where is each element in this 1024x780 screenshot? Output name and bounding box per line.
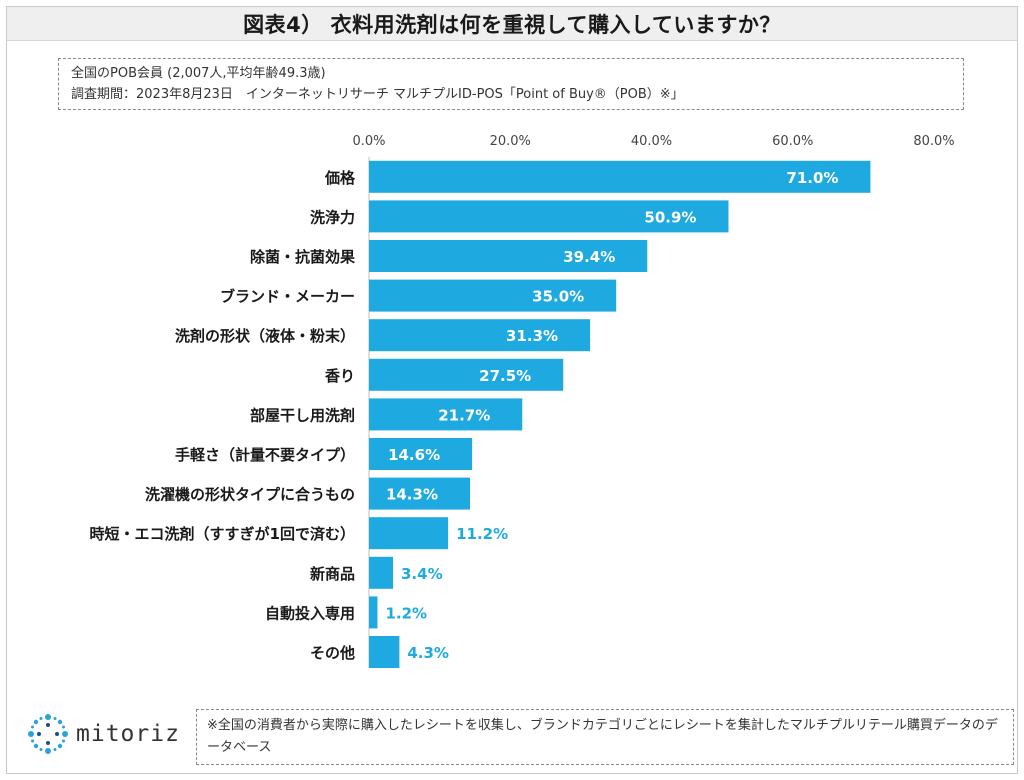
bar <box>369 398 523 431</box>
x-tick-label: 20.0% <box>490 134 531 149</box>
category-label: 手軽さ（計量不要タイプ） <box>175 446 355 464</box>
x-tick-label: 60.0% <box>772 134 813 149</box>
footer-note: ※全国の消費者から実際に購入したレシートを収集し、ブランドカテゴリごとにレシート… <box>196 709 1014 765</box>
data-label: 39.4% <box>563 248 615 266</box>
brand-logo: mitoriz <box>28 714 180 754</box>
data-label: 31.3% <box>506 327 558 345</box>
data-label: 14.6% <box>388 446 440 464</box>
data-label: 21.7% <box>438 406 490 424</box>
bar <box>369 517 449 550</box>
bar <box>369 240 648 272</box>
bar <box>369 358 564 391</box>
category-label: 価格 <box>324 169 356 187</box>
category-label: ブランド・メーカー <box>220 288 355 306</box>
category-label: 時短・エコ洗剤（すすぎが1回で済む） <box>90 525 355 543</box>
data-label: 11.2% <box>456 525 508 543</box>
x-tick-label: 0.0% <box>352 134 385 149</box>
category-label: その他 <box>310 644 355 662</box>
category-label: 洗剤の形状（液体・粉末） <box>175 327 355 345</box>
bar <box>369 636 400 668</box>
category-label: 洗濯機の形状タイプに合うもの <box>145 486 355 504</box>
category-label: 自動投入専用 <box>265 604 355 622</box>
data-label: 1.2% <box>385 604 427 622</box>
source-note: 全国のPOB会員 (2,007人,平均年齢49.3歳) 調査期間：2023年8月… <box>58 58 964 110</box>
category-label: 香り <box>325 367 355 385</box>
category-label: 洗浄力 <box>310 208 355 226</box>
bar <box>369 556 394 589</box>
data-label: 35.0% <box>532 288 584 306</box>
page-title: 図表4） 衣料用洗剤は何を重視して購入していますか？ <box>7 7 1017 41</box>
bar <box>369 160 871 193</box>
category-label: 除菌・抗菌効果 <box>250 248 356 266</box>
bar <box>369 596 378 629</box>
logo-text: mitoriz <box>76 721 180 747</box>
bar <box>369 477 470 510</box>
data-label: 4.3% <box>407 644 449 662</box>
bar <box>369 438 473 470</box>
data-label: 3.4% <box>401 565 443 583</box>
sparkle-ring-icon <box>28 714 68 754</box>
chart-frame: 図表4） 衣料用洗剤は何を重視して購入していますか？ <box>6 6 1018 774</box>
data-label: 71.0% <box>786 169 838 187</box>
source-line-2: 調査期間：2023年8月23日 インターネットリサーチ マルチプルID-POS「… <box>71 87 684 102</box>
category-label: 新商品 <box>310 565 355 583</box>
bar <box>369 200 729 233</box>
data-label: 50.9% <box>644 208 696 226</box>
bar <box>369 279 617 312</box>
category-label: 部屋干し用洗剤 <box>250 406 355 424</box>
source-line-1: 全国のPOB会員 (2,007人,平均年齢49.3歳) <box>71 66 326 81</box>
x-tick-label: 40.0% <box>631 134 672 149</box>
data-label: 27.5% <box>479 367 531 385</box>
bar <box>369 319 591 352</box>
x-tick-label: 80.0% <box>913 134 954 149</box>
data-label: 14.3% <box>386 486 438 504</box>
